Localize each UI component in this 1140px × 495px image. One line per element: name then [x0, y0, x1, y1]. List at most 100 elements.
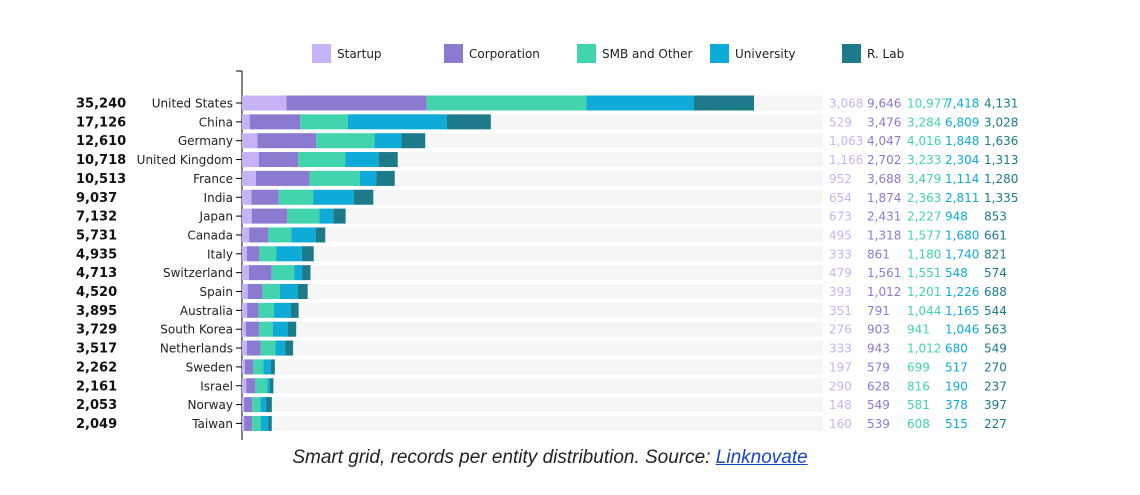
legend-label-3: University: [735, 47, 796, 61]
value-label-5-1: 1,874: [867, 191, 901, 205]
bar-segment-0-0: [242, 95, 287, 111]
bar-segment-10-3: [279, 284, 298, 299]
bar-segment-13-2: [260, 340, 276, 356]
bar-segment-10-4: [297, 284, 308, 299]
total-label-5: 9,037: [76, 191, 117, 206]
category-label-7: Canada: [187, 228, 233, 242]
bar-segment-4-4: [376, 170, 395, 186]
row-background-15: [242, 378, 823, 394]
bar-segment-7-2: [268, 227, 292, 243]
bar-segment-2-3: [374, 133, 402, 149]
total-label-12: 3,729: [76, 323, 117, 338]
value-label-0-4: 4,131: [984, 97, 1018, 111]
bar-segment-4-3: [359, 170, 377, 186]
value-label-11-3: 1,165: [945, 304, 979, 318]
source-link[interactable]: Linknovate: [715, 447, 808, 468]
value-label-2-3: 1,848: [945, 134, 979, 148]
value-label-10-0: 393: [829, 285, 852, 299]
value-label-13-4: 549: [984, 342, 1007, 356]
category-label-17: Taiwan: [191, 417, 233, 431]
bar-segment-4-1: [255, 170, 310, 186]
bar-segment-10-0: [242, 284, 248, 299]
category-label-1: China: [199, 115, 233, 129]
bar-segment-15-2: [255, 378, 268, 394]
value-label-3-4: 1,313: [984, 153, 1018, 167]
legend-swatch-3: [710, 44, 729, 63]
value-label-16-3: 378: [945, 398, 968, 412]
value-label-1-4: 3,028: [984, 115, 1018, 129]
value-label-11-2: 1,044: [907, 304, 941, 318]
bar-segment-7-1: [249, 227, 269, 243]
value-label-1-0: 529: [829, 115, 852, 129]
bar-segment-16-4: [266, 397, 272, 413]
total-label-1: 17,126: [76, 115, 126, 130]
value-label-15-2: 816: [907, 379, 930, 393]
bar-segment-10-1: [247, 284, 263, 299]
value-label-9-0: 479: [829, 266, 852, 280]
bar-segment-7-0: [242, 227, 250, 243]
bar-segment-3-2: [298, 152, 346, 168]
total-label-10: 4,520: [76, 285, 117, 300]
bar-segment-6-0: [242, 208, 252, 224]
row-background-7: [242, 227, 823, 243]
category-label-15: Israel: [200, 379, 233, 393]
row-background-13: [242, 340, 823, 356]
total-label-3: 10,718: [76, 153, 126, 168]
bar-segment-2-0: [242, 133, 258, 149]
bar-segment-8-1: [246, 246, 260, 262]
value-label-3-2: 3,233: [907, 153, 941, 167]
bar-segment-16-1: [244, 397, 253, 413]
value-label-8-4: 821: [984, 247, 1007, 261]
bar-segment-5-2: [278, 189, 314, 205]
total-label-6: 7,132: [76, 210, 117, 225]
value-label-4-4: 1,280: [984, 172, 1018, 186]
bar-segment-17-0: [242, 415, 245, 431]
value-label-4-3: 1,114: [945, 172, 979, 186]
value-label-16-4: 397: [984, 398, 1007, 412]
bar-segment-9-1: [248, 265, 272, 281]
value-label-11-0: 351: [829, 304, 852, 318]
row-background-17: [242, 415, 823, 431]
total-label-0: 35,240: [76, 97, 126, 112]
value-label-4-0: 952: [829, 172, 852, 186]
category-label-4: France: [193, 172, 233, 186]
bar-segment-13-0: [242, 340, 247, 356]
value-label-14-2: 699: [907, 360, 930, 374]
value-label-8-3: 1,740: [945, 247, 979, 261]
category-label-0: United States: [152, 97, 233, 111]
bar-segment-1-0: [242, 114, 250, 130]
total-label-9: 4,713: [76, 266, 117, 281]
value-label-13-2: 1,012: [907, 342, 941, 356]
category-label-13: Netherlands: [160, 342, 233, 356]
bar-segment-6-3: [319, 208, 334, 224]
total-label-15: 2,161: [76, 379, 117, 394]
value-label-17-0: 160: [829, 417, 852, 431]
value-label-6-1: 2,431: [867, 210, 901, 224]
bar-segment-17-4: [268, 415, 272, 431]
bar-segment-17-2: [252, 415, 261, 431]
value-label-16-1: 549: [867, 398, 890, 412]
bar-segment-12-4: [288, 321, 297, 337]
value-label-5-4: 1,335: [984, 191, 1018, 205]
value-label-9-1: 1,561: [867, 266, 901, 280]
bar-segment-14-4: [270, 359, 275, 375]
bar-segment-16-0: [242, 397, 245, 413]
total-label-17: 2,049: [76, 417, 117, 432]
value-label-5-3: 2,811: [945, 191, 979, 205]
category-label-3: United Kingdom: [137, 153, 233, 167]
bar-segment-3-1: [258, 152, 299, 168]
value-label-17-4: 227: [984, 417, 1007, 431]
bar-segment-9-4: [302, 265, 311, 281]
bar-segment-14-0: [242, 359, 245, 375]
bar-segment-2-4: [401, 133, 426, 149]
value-label-12-4: 563: [984, 323, 1007, 337]
value-label-17-2: 608: [907, 417, 930, 431]
row-background-8: [242, 246, 823, 262]
total-label-14: 2,262: [76, 360, 117, 375]
bar-segment-16-3: [260, 397, 267, 413]
value-label-8-1: 861: [867, 247, 890, 261]
legend-label-1: Corporation: [469, 47, 540, 61]
bar-segment-11-4: [290, 302, 299, 318]
value-label-17-3: 515: [945, 417, 968, 431]
bar-segment-8-2: [259, 246, 277, 262]
